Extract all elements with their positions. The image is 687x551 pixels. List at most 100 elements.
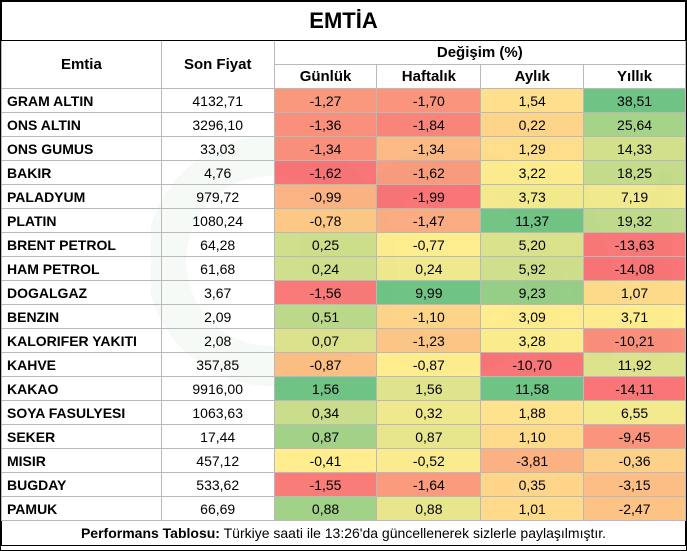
commodity-name: HAM PETROL	[1, 256, 162, 281]
daily-change: 0,24	[273, 256, 378, 281]
yearly-change: -14,08	[583, 256, 686, 281]
daily-change: 0,51	[273, 304, 378, 329]
weekly-change: -0,77	[376, 232, 482, 257]
table-row: ONS ALTIN 3296,10 -1,36 -1,84 0,22 25,64	[1, 112, 686, 137]
header-commodity: Emtia	[1, 40, 162, 89]
daily-change: 0,34	[273, 400, 378, 425]
commodity-name: PAMUK	[1, 496, 162, 521]
last-price: 3296,10	[160, 112, 275, 137]
table-row: PALADYUM 979,72 -0,99 -1,99 3,73 7,19	[1, 184, 686, 209]
monthly-change: -3,81	[480, 448, 585, 473]
header-change-group: Değişim (%)	[273, 40, 687, 65]
commodity-name: KAHVE	[1, 352, 162, 377]
last-price: 2,08	[160, 328, 275, 353]
daily-change: -1,56	[273, 280, 378, 305]
daily-change: 1,56	[273, 376, 378, 401]
weekly-change: -1,47	[376, 208, 482, 233]
weekly-change: -1,84	[376, 112, 482, 137]
weekly-change: 0,24	[376, 256, 482, 281]
weekly-change: -1,64	[376, 472, 482, 497]
last-price: 33,03	[160, 136, 275, 161]
header-weekly: Haftalık	[376, 64, 482, 89]
daily-change: -1,34	[273, 136, 378, 161]
daily-change: 0,25	[273, 232, 378, 257]
weekly-change: 0,32	[376, 400, 482, 425]
last-price: 1063,63	[160, 400, 275, 425]
daily-change: -0,87	[273, 352, 378, 377]
monthly-change: 5,92	[480, 256, 585, 281]
commodity-name: ONS GUMUS	[1, 136, 162, 161]
daily-change: 0,87	[273, 424, 378, 449]
table-row: DOGALGAZ 3,67 -1,56 9,99 9,23 1,07	[1, 280, 686, 305]
header-daily: Günlük	[273, 64, 378, 89]
table-row: PLATIN 1080,24 -0,78 -1,47 11,37 19,32	[1, 208, 686, 233]
daily-change: -1,62	[273, 160, 378, 185]
commodity-name: BUGDAY	[1, 472, 162, 497]
weekly-change: 0,88	[376, 496, 482, 521]
table-row: BRENT PETROL 64,28 0,25 -0,77 5,20 -13,63	[1, 232, 686, 257]
monthly-change: -10,70	[480, 352, 585, 377]
weekly-change: -1,70	[376, 88, 482, 113]
commodity-name: BRENT PETROL	[1, 232, 162, 257]
yearly-change: -13,63	[583, 232, 686, 257]
daily-change: -0,99	[273, 184, 378, 209]
commodity-name: ONS ALTIN	[1, 112, 162, 137]
table-body: GRAM ALTIN 4132,71 -1,27 -1,70 1,54 38,51 ONS …	[1, 88, 686, 521]
yearly-change: -0,36	[583, 448, 686, 473]
monthly-change: 1,54	[480, 88, 585, 113]
weekly-change: -1,10	[376, 304, 482, 329]
monthly-change: 3,22	[480, 160, 585, 185]
last-price: 357,85	[160, 352, 275, 377]
commodity-name: KAKAO	[1, 376, 162, 401]
last-price: 979,72	[160, 184, 275, 209]
table-row: GRAM ALTIN 4132,71 -1,27 -1,70 1,54 38,51	[1, 88, 686, 113]
yearly-change: 18,25	[583, 160, 686, 185]
yearly-change: -14,11	[583, 376, 686, 401]
monthly-change: 1,29	[480, 136, 585, 161]
weekly-change: -1,34	[376, 136, 482, 161]
footer-text: Türkiye saati ile 13:26'da güncellenerek…	[219, 525, 607, 541]
table-row: SEKER 17,44 0,87 0,87 1,10 -9,45	[1, 424, 686, 449]
monthly-change: 11,37	[480, 208, 585, 233]
last-price: 4,76	[160, 160, 275, 185]
table-row: PAMUK 66,69 0,88 0,88 1,01 -2,47	[1, 496, 686, 521]
monthly-change: 3,28	[480, 328, 585, 353]
weekly-change: 0,87	[376, 424, 482, 449]
last-price: 9916,00	[160, 376, 275, 401]
daily-change: 0,88	[273, 496, 378, 521]
yearly-change: -9,45	[583, 424, 686, 449]
monthly-change: 5,20	[480, 232, 585, 257]
monthly-change: 1,88	[480, 400, 585, 425]
yearly-change: -10,21	[583, 328, 686, 353]
weekly-change: -0,52	[376, 448, 482, 473]
last-price: 17,44	[160, 424, 275, 449]
monthly-change: 11,58	[480, 376, 585, 401]
footer-label: Performans Tablosu:	[80, 525, 220, 541]
yearly-change: 3,71	[583, 304, 686, 329]
monthly-change: 1,10	[480, 424, 585, 449]
yearly-change: -2,47	[583, 496, 686, 521]
commodity-name: PALADYUM	[1, 184, 162, 209]
yearly-change: 14,33	[583, 136, 686, 161]
weekly-change: 1,56	[376, 376, 482, 401]
yearly-change: 7,19	[583, 184, 686, 209]
commodity-name: PLATIN	[1, 208, 162, 233]
footer-note: Performans Tablosu: Türkiye saati ile 13…	[1, 520, 686, 546]
last-price: 1080,24	[160, 208, 275, 233]
last-price: 61,68	[160, 256, 275, 281]
weekly-change: -1,62	[376, 160, 482, 185]
daily-change: -1,55	[273, 472, 378, 497]
monthly-change: 0,22	[480, 112, 585, 137]
monthly-change: 3,73	[480, 184, 585, 209]
commodity-name: SOYA FASULYESI	[1, 400, 162, 425]
yearly-change: 1,07	[583, 280, 686, 305]
last-price: 3,67	[160, 280, 275, 305]
table-row: SOYA FASULYESI 1063,63 0,34 0,32 1,88 6,55	[1, 400, 686, 425]
monthly-change: 1,01	[480, 496, 585, 521]
last-price: 66,69	[160, 496, 275, 521]
last-price: 533,62	[160, 472, 275, 497]
yearly-change: 6,55	[583, 400, 686, 425]
last-price: 4132,71	[160, 88, 275, 113]
table-title: EMTİA	[1, 1, 686, 41]
